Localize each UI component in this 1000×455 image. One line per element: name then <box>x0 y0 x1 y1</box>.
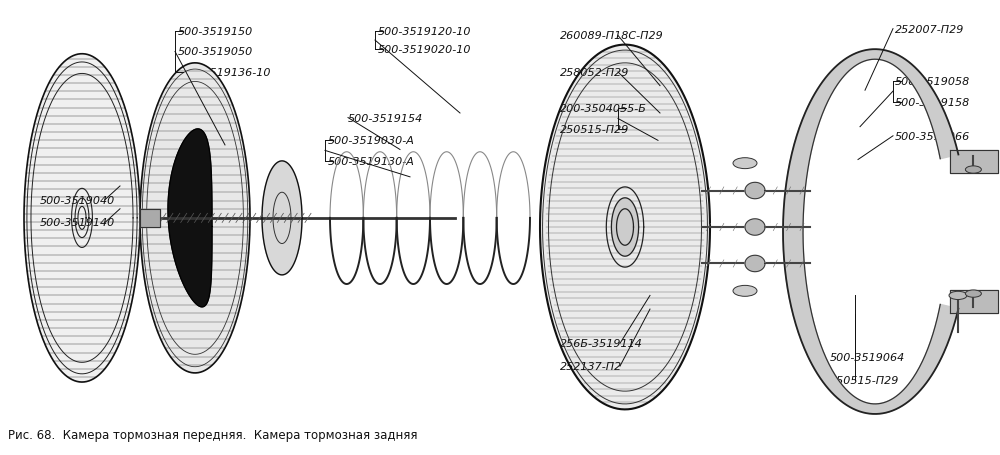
Polygon shape <box>262 162 302 275</box>
Text: Рис. 68.  Камера тормозная передняя.  Камера тормозная задняя: Рис. 68. Камера тормозная передняя. Каме… <box>8 428 418 441</box>
Polygon shape <box>24 55 140 382</box>
Polygon shape <box>745 219 765 236</box>
Text: 500-3519064: 500-3519064 <box>830 352 905 362</box>
Text: 500-3519066: 500-3519066 <box>895 131 970 142</box>
Text: 500-3519140: 500-3519140 <box>40 218 115 228</box>
Polygon shape <box>168 130 212 307</box>
Text: 200-3504055-Б: 200-3504055-Б <box>560 104 647 114</box>
Polygon shape <box>745 256 765 272</box>
Polygon shape <box>950 151 998 173</box>
Text: 500-3519120-10: 500-3519120-10 <box>378 27 472 37</box>
Text: 252007-П29: 252007-П29 <box>895 25 964 35</box>
Text: 500-3519136-10: 500-3519136-10 <box>178 68 272 78</box>
Text: 250515-П29: 250515-П29 <box>560 125 629 135</box>
Text: 500-3519158: 500-3519158 <box>895 97 970 107</box>
Text: 500-3519154: 500-3519154 <box>348 113 423 123</box>
Circle shape <box>965 167 981 174</box>
Text: 256Б-3519114: 256Б-3519114 <box>560 339 643 349</box>
Text: 250515-П29: 250515-П29 <box>830 375 899 385</box>
Polygon shape <box>611 198 639 257</box>
Text: 500-3519058: 500-3519058 <box>895 77 970 87</box>
Polygon shape <box>950 291 998 313</box>
Text: 260089-П18С-П29: 260089-П18С-П29 <box>560 31 664 41</box>
Text: 500-3519050: 500-3519050 <box>178 47 253 57</box>
Text: 500-3519030-А: 500-3519030-А <box>328 136 415 146</box>
Text: 258052-П29: 258052-П29 <box>560 68 629 78</box>
Circle shape <box>965 290 981 298</box>
Text: 252137-П2: 252137-П2 <box>560 361 622 371</box>
Polygon shape <box>140 64 250 373</box>
Circle shape <box>949 292 967 300</box>
Polygon shape <box>783 50 958 414</box>
Polygon shape <box>140 209 160 228</box>
Text: 500-3519130-А: 500-3519130-А <box>328 157 415 167</box>
Text: 500-3519150: 500-3519150 <box>178 27 253 37</box>
Text: 500-3519040: 500-3519040 <box>40 195 115 205</box>
Text: 500-3519020-10: 500-3519020-10 <box>378 45 472 55</box>
Polygon shape <box>745 183 765 199</box>
Polygon shape <box>540 46 710 410</box>
Circle shape <box>733 286 757 297</box>
Circle shape <box>733 158 757 169</box>
